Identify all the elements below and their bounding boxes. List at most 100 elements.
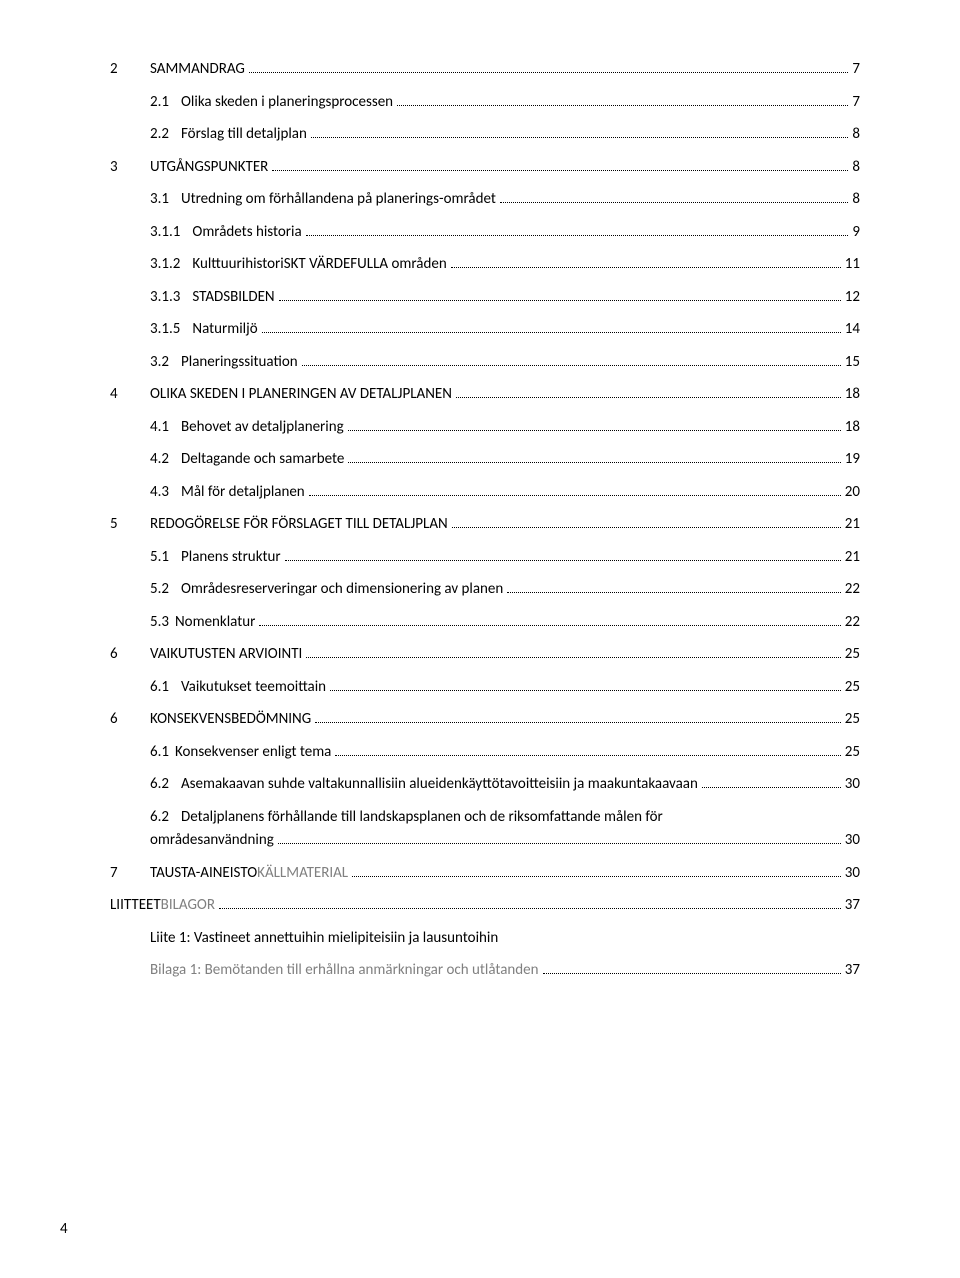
toc-number: 2 — [110, 60, 130, 80]
toc-title: Mål för detaljplanen — [181, 483, 305, 503]
toc-entry: 2.1Olika skeden i planeringsprocessen7 — [110, 93, 860, 113]
toc-page: 30 — [845, 831, 860, 851]
toc-entry: 3.1.2 KulttuurihistoriSKT VÄRDEFULLA områ… — [110, 255, 860, 275]
toc-entry: 2 SAMMANDRAG 7 — [110, 60, 860, 80]
toc-title: Utredning om förhållandena på planerings… — [181, 190, 496, 210]
toc-title-continuation-row: områdesanvändning 30 — [150, 831, 860, 851]
dot-leader — [309, 495, 841, 496]
toc-page: 8 — [852, 125, 860, 145]
toc-number: 6 — [110, 710, 130, 730]
toc-page: 12 — [845, 288, 860, 308]
dot-leader — [456, 397, 841, 398]
toc-page: 7 — [852, 60, 860, 80]
toc-title: VAIKUTUSTEN ARVIOINTI — [150, 645, 302, 665]
toc-page: 11 — [845, 255, 860, 275]
toc-entry: 3.1.5Naturmiljö14 — [110, 320, 860, 340]
toc-page: 18 — [845, 418, 860, 438]
toc-entry: 3.1.3STADSBILDEN12 — [110, 288, 860, 308]
toc-title: Detaljplanens förhållande till landskaps… — [181, 808, 663, 828]
toc-number: 6 — [110, 645, 130, 665]
toc-number: 2.1 — [150, 93, 169, 113]
toc-page: 15 — [845, 353, 860, 373]
toc-number: 5.2 — [150, 580, 169, 600]
toc-entry: 7TAUSTA-AINEISTO KÄLLMATERIAL30 — [110, 864, 860, 884]
toc-number: 4 — [110, 385, 130, 405]
toc-entry: 5.2 Områdesreserveringar och dimensioneri… — [110, 580, 860, 600]
toc-number: 4.2 — [150, 450, 169, 470]
toc-page: 37 — [845, 961, 860, 981]
dot-leader — [507, 592, 841, 593]
toc-number: 6.1 — [150, 743, 169, 763]
toc-title-continuation: områdesanvändning — [150, 831, 274, 851]
toc-entry: 5REDOGÖRELSE FÖR FÖRSLAGET TILL DETALJPL… — [110, 515, 860, 535]
toc-entry: 4.1Behovet av detaljplanering18 — [110, 418, 860, 438]
dot-leader — [315, 722, 841, 723]
toc-title: Nomenklatur — [175, 613, 255, 633]
dot-leader — [262, 332, 841, 333]
toc-title: SAMMANDRAG — [150, 60, 245, 80]
toc-entry: 4.2Deltagande och samarbete19 — [110, 450, 860, 470]
toc-number: 5.1 — [150, 548, 169, 568]
toc-entry: 4.3 Mål för detaljplanen 20 — [110, 483, 860, 503]
toc-number: 3.1 — [150, 190, 169, 210]
dot-leader — [451, 267, 841, 268]
toc-title-secondary: KÄLLMATERIAL — [257, 864, 348, 884]
toc-number: 5.3 — [150, 613, 169, 633]
toc-entry: 3.2Planeringssituation15 — [110, 353, 860, 373]
dot-leader — [272, 170, 848, 171]
toc-page: 20 — [845, 483, 860, 503]
toc-number: 3.1.2 — [150, 255, 180, 275]
toc-page: 7 — [852, 93, 860, 113]
toc-title: Planens struktur — [181, 548, 281, 568]
toc-title: Vaikutukset teemoittain — [181, 678, 326, 698]
toc-number: 3.1.1 — [150, 223, 180, 243]
toc-number: 2.2 — [150, 125, 169, 145]
dot-leader — [330, 690, 841, 691]
toc-title: KulttuurihistoriSKT VÄRDEFULLA områden — [192, 255, 446, 275]
dot-leader — [348, 430, 841, 431]
dot-leader — [335, 755, 840, 756]
dot-leader — [259, 625, 840, 626]
dot-leader — [219, 908, 841, 909]
document-page: 2SAMMANDRAG72.1Olika skeden i planerings… — [0, 0, 960, 1278]
toc-page: 18 — [845, 385, 860, 405]
toc-page: 8 — [852, 190, 860, 210]
toc-entry: 3.1.1Områdets historia9 — [110, 223, 860, 243]
toc-number: 3.1.3 — [150, 288, 180, 308]
toc-number: 3.1.5 — [150, 320, 180, 340]
dot-leader — [452, 527, 841, 528]
toc-title: Behovet av detaljplanering — [181, 418, 344, 438]
toc-title: Liite 1: Vastineet annettuihin mielipite… — [150, 929, 498, 949]
toc-number: 7 — [110, 864, 130, 884]
toc-page: 22 — [845, 613, 860, 633]
dot-leader — [311, 137, 849, 138]
toc-title: LIITTEET — [110, 896, 161, 916]
toc-title: Naturmiljö — [192, 320, 257, 340]
toc-title: Förslag till detaljplan — [181, 125, 307, 145]
toc-title: Områdesreserveringar och dimensionering … — [181, 580, 503, 600]
toc-entry: 5.3 Nomenklatur 22 — [110, 613, 860, 633]
toc-entry: 6KONSEKVENSBEDÖMNING25 — [110, 710, 860, 730]
toc-page: 30 — [845, 775, 860, 795]
toc-page: 37 — [845, 896, 860, 916]
toc-number: 3 — [110, 158, 130, 178]
toc-entry: LIITTEET BILAGOR 37 — [110, 896, 860, 916]
toc-title: Asemakaavan suhde valtakunnallisiin alue… — [181, 775, 698, 795]
toc-title: KONSEKVENSBEDÖMNING — [150, 710, 311, 730]
toc-title-secondary: BILAGOR — [161, 896, 215, 916]
toc-number: 4.3 — [150, 483, 169, 503]
toc-number: 6.1 — [150, 678, 169, 698]
toc-entry: Bilaga 1: Bemötanden till erhållna anmär… — [110, 961, 860, 981]
page-number: 4 — [60, 1220, 68, 1238]
toc-page: 19 — [845, 450, 860, 470]
toc-title: Planeringssituation — [181, 353, 298, 373]
toc-title: Bilaga 1: Bemötanden till erhållna anmär… — [150, 961, 539, 981]
toc-page: 9 — [852, 223, 860, 243]
dot-leader — [397, 105, 848, 106]
toc-page: 30 — [845, 864, 860, 884]
dot-leader — [352, 876, 841, 877]
dot-leader — [278, 843, 841, 844]
toc-entry: 2.2 Förslag till detaljplan 8 — [110, 125, 860, 145]
toc-page: 25 — [845, 645, 860, 665]
dot-leader — [302, 365, 841, 366]
